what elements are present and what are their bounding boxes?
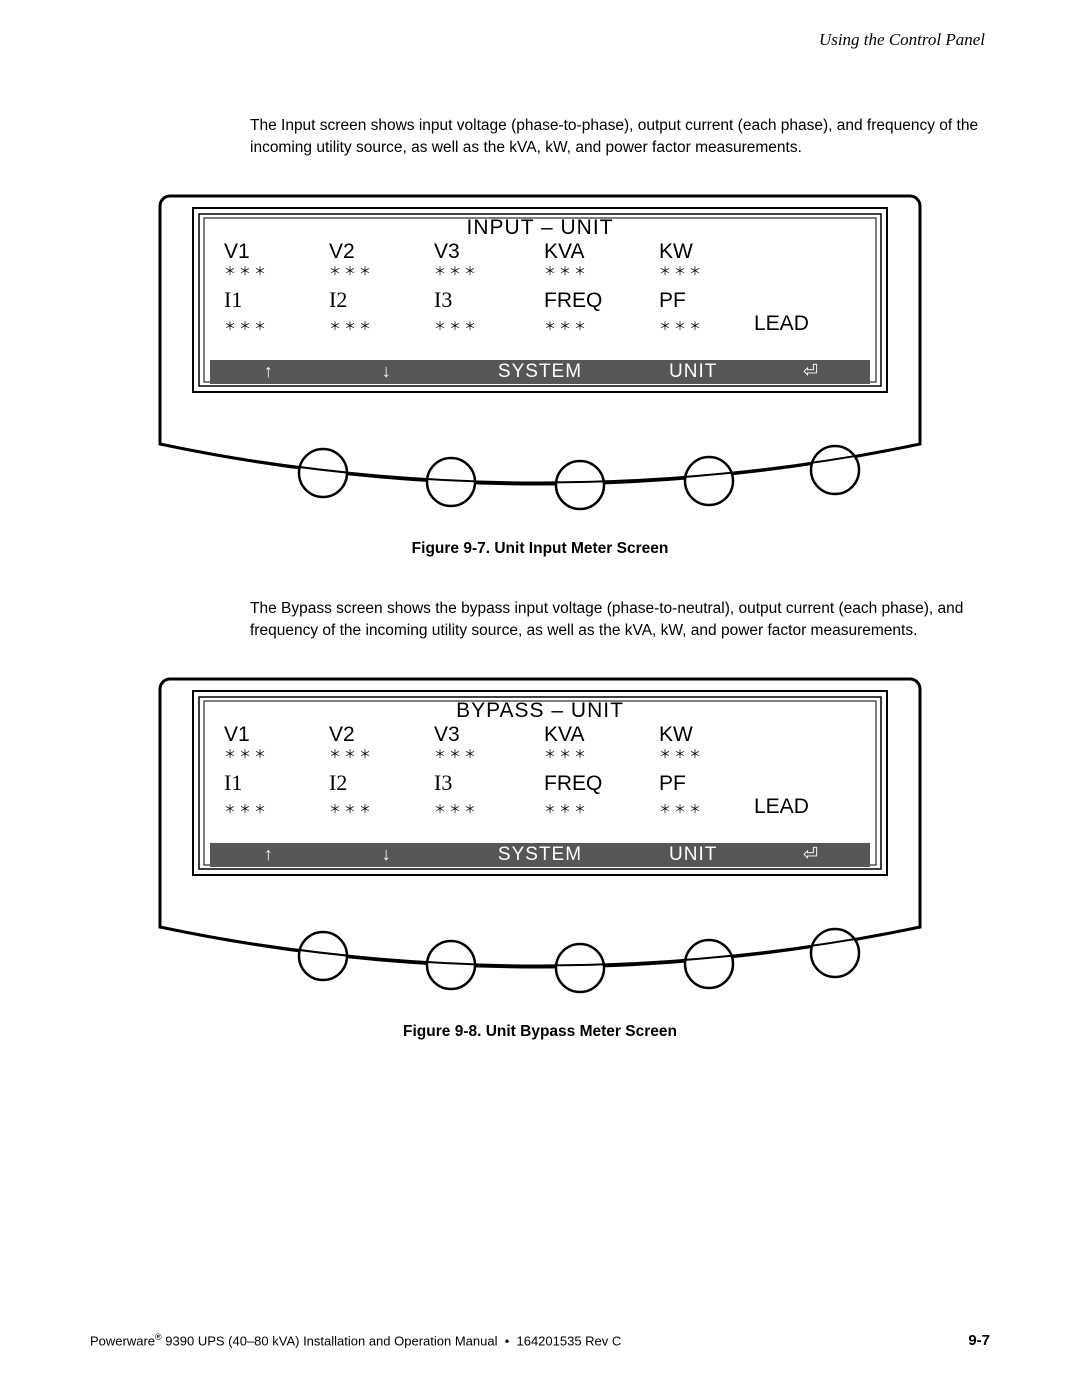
lcd-value: ＊＊＊ (659, 801, 754, 813)
lcd-screen: INPUT – UNIT V1 V2 V3 KVA KW ＊＊＊ ＊＊＊ ＊＊＊… (210, 214, 870, 386)
lcd-label-v2: V2 (329, 240, 434, 264)
lcd-value: ＊＊＊ (329, 801, 434, 813)
lcd-title: INPUT – UNIT (210, 216, 870, 240)
lcd-value: ＊＊＊ (434, 746, 544, 758)
lcd-value: ＊＊＊ (224, 318, 329, 330)
page-header: Using the Control Panel (90, 30, 990, 50)
lcd-label-pf: PF (659, 772, 754, 796)
paragraph-input-description: The Input screen shows input voltage (ph… (250, 115, 980, 160)
lcd-label-i3: I3 (434, 770, 544, 796)
lcd-value: ＊＊＊ (544, 801, 659, 813)
lcd-value: ＊＊＊ (544, 746, 659, 758)
lcd-value: ＊＊＊ (659, 318, 754, 330)
lcd-value: ＊＊＊ (544, 318, 659, 330)
lcd-label-i2: I2 (329, 770, 434, 796)
lcd-label-kw: KW (659, 240, 754, 264)
lcd-value: ＊＊＊ (224, 801, 329, 813)
figure-caption-1: Figure 9-7. Unit Input Meter Screen (90, 540, 990, 558)
figure-input-meter-panel: INPUT – UNIT V1 V2 V3 KVA KW ＊＊＊ ＊＊＊ ＊＊＊… (155, 184, 925, 524)
lcd-value: ＊＊＊ (224, 263, 329, 275)
figure-caption-2: Figure 9-8. Unit Bypass Meter Screen (90, 1023, 990, 1041)
lcd-value: ＊＊＊ (659, 263, 754, 275)
down-arrow-icon[interactable]: ↓ (328, 361, 446, 382)
down-arrow-icon[interactable]: ↓ (328, 844, 446, 865)
lcd-label-v2: V2 (329, 723, 434, 747)
lcd-menu-bar: ↑ ↓ SYSTEM UNIT ⏎ (210, 843, 870, 867)
lcd-value: ＊＊＊ (329, 318, 434, 330)
up-arrow-icon[interactable]: ↑ (210, 361, 328, 382)
lcd-label-i3: I3 (434, 287, 544, 313)
page-footer: Powerware® 9390 UPS (40–80 kVA) Installa… (90, 1332, 990, 1349)
paragraph-bypass-description: The Bypass screen shows the bypass input… (250, 598, 980, 643)
menu-unit[interactable]: UNIT (634, 361, 752, 383)
lcd-label-kva: KVA (544, 723, 659, 747)
lcd-label-i1: I1 (224, 770, 329, 796)
lcd-title: BYPASS – UNIT (210, 699, 870, 723)
lcd-label-v1: V1 (224, 240, 329, 264)
lcd-lead: LEAD (754, 312, 844, 336)
lcd-label-i1: I1 (224, 287, 329, 313)
lcd-label-kva: KVA (544, 240, 659, 264)
footer-left: Powerware® 9390 UPS (40–80 kVA) Installa… (90, 1332, 621, 1348)
lcd-value: ＊＊＊ (544, 263, 659, 275)
lcd-label-kw: KW (659, 723, 754, 747)
lcd-value: ＊＊＊ (434, 801, 544, 813)
menu-system[interactable]: SYSTEM (446, 361, 635, 383)
lcd-value: ＊＊＊ (659, 746, 754, 758)
lcd-value: ＊＊＊ (434, 318, 544, 330)
lcd-value: ＊＊＊ (434, 263, 544, 275)
lcd-screen: BYPASS – UNIT V1 V2 V3 KVA KW ＊＊＊ ＊＊＊ ＊＊… (210, 697, 870, 869)
lcd-label-v3: V3 (434, 723, 544, 747)
footer-page-number: 9-7 (968, 1332, 990, 1349)
lcd-label-pf: PF (659, 289, 754, 313)
menu-system[interactable]: SYSTEM (446, 844, 635, 866)
lcd-menu-bar: ↑ ↓ SYSTEM UNIT ⏎ (210, 360, 870, 384)
lcd-label-v3: V3 (434, 240, 544, 264)
lcd-value: ＊＊＊ (224, 746, 329, 758)
enter-arrow-icon[interactable]: ⏎ (752, 844, 870, 865)
lcd-value: ＊＊＊ (329, 263, 434, 275)
lcd-lead: LEAD (754, 795, 844, 819)
lcd-label-i2: I2 (329, 287, 434, 313)
enter-arrow-icon[interactable]: ⏎ (752, 361, 870, 382)
lcd-value: ＊＊＊ (329, 746, 434, 758)
lcd-label-freq: FREQ (544, 289, 659, 313)
figure-bypass-meter-panel: BYPASS – UNIT V1 V2 V3 KVA KW ＊＊＊ ＊＊＊ ＊＊… (155, 667, 925, 1007)
menu-unit[interactable]: UNIT (634, 844, 752, 866)
up-arrow-icon[interactable]: ↑ (210, 844, 328, 865)
lcd-label-v1: V1 (224, 723, 329, 747)
lcd-label-freq: FREQ (544, 772, 659, 796)
